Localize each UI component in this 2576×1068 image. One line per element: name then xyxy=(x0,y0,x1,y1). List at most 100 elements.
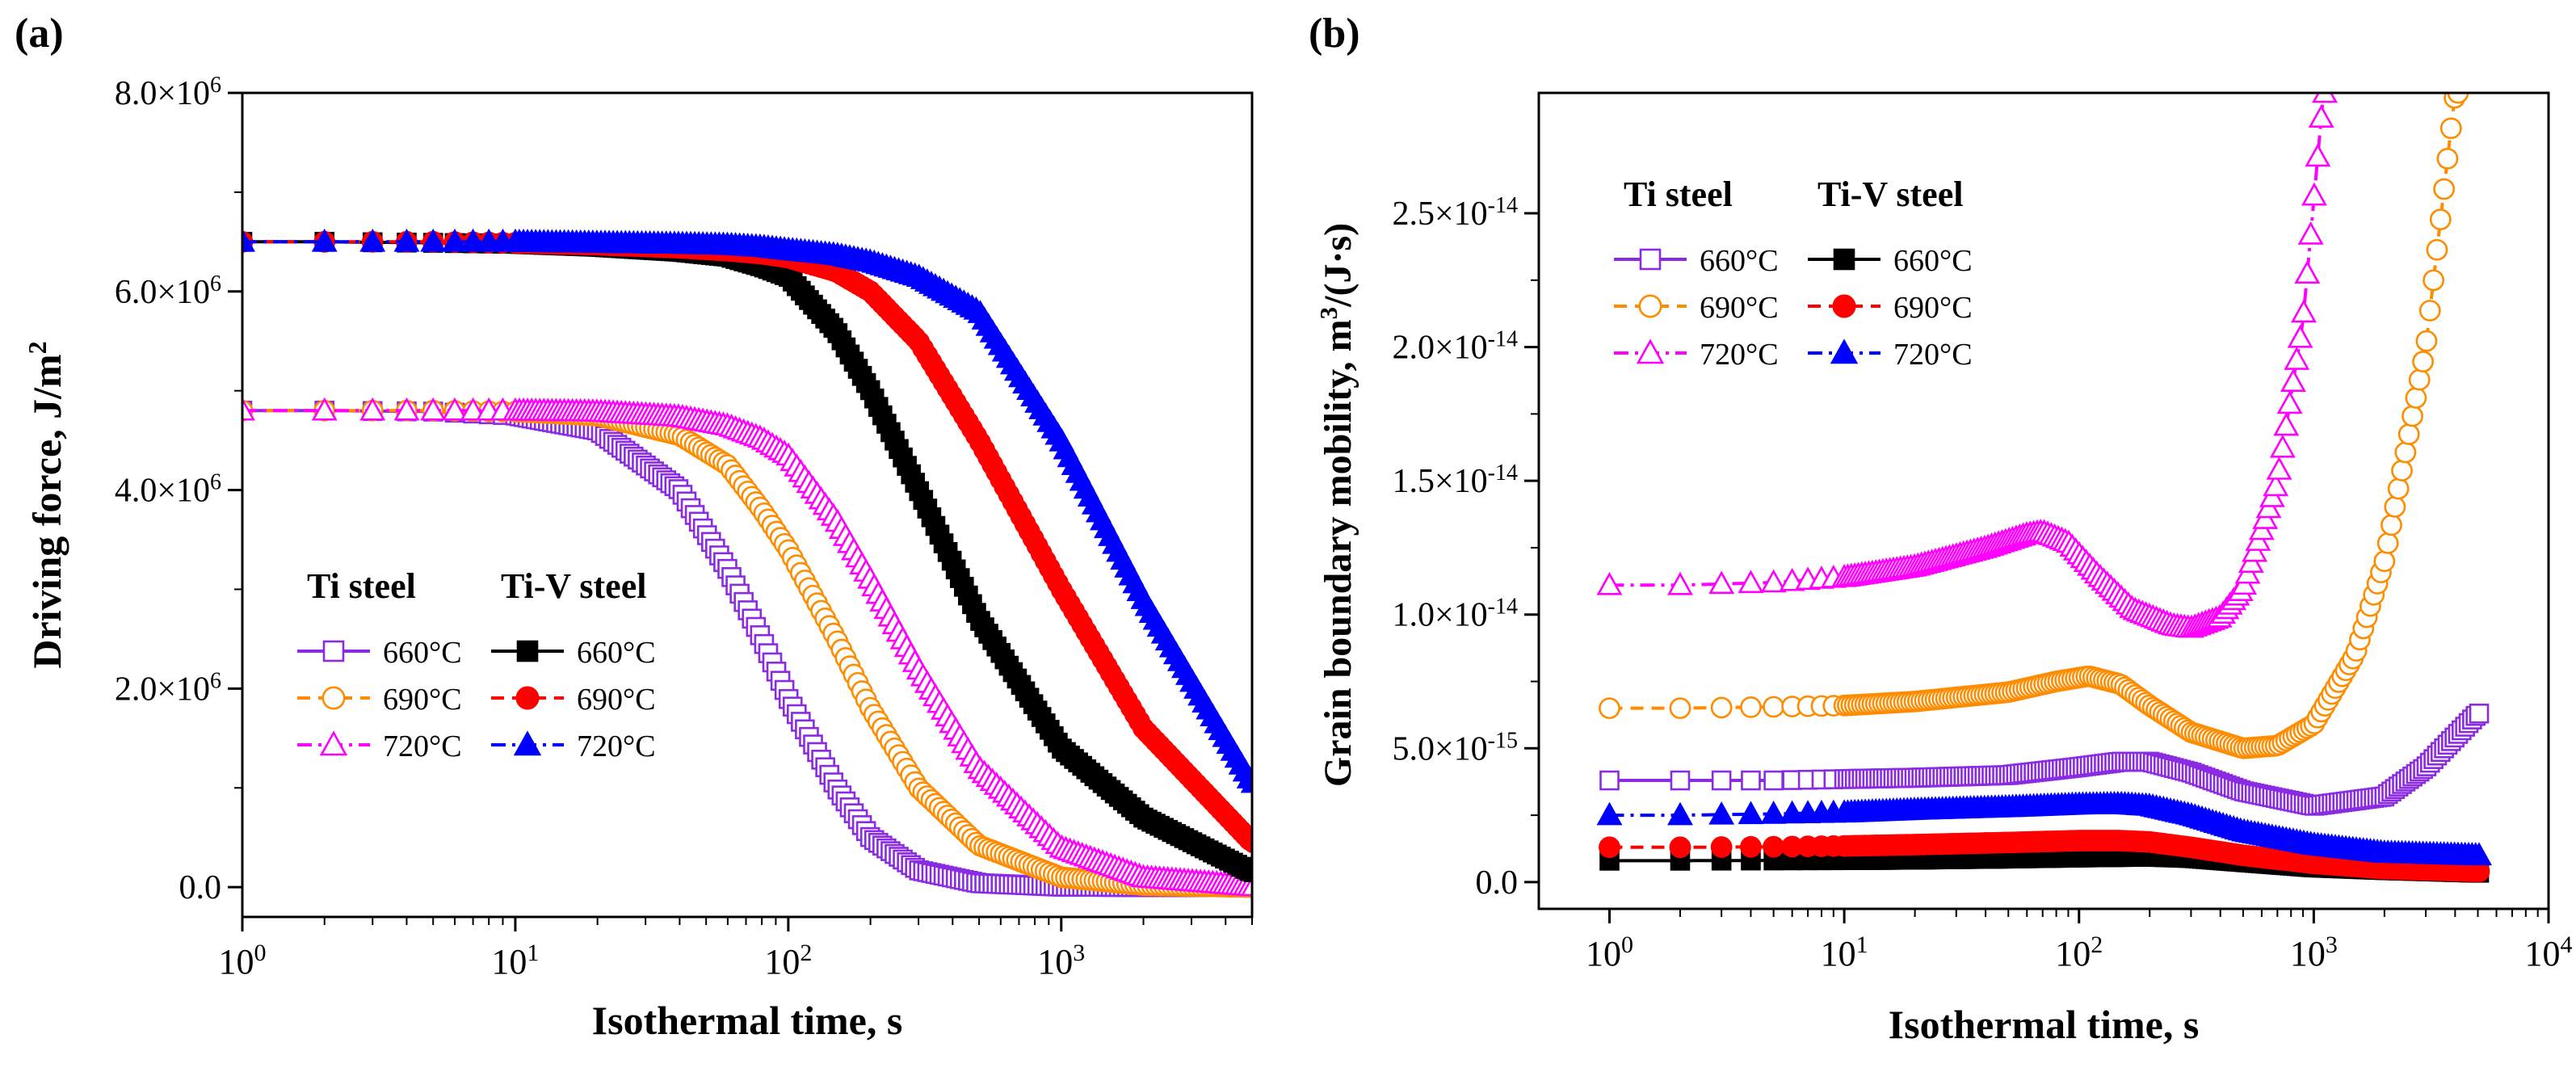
a-ytick-label-0: 0.0 xyxy=(179,869,222,906)
b-legend-marker-1 xyxy=(1638,294,1662,318)
panel-a-series xyxy=(242,228,1252,898)
a-ytick-label-1: 2.0×106 xyxy=(115,668,221,708)
a-series-5-marker-5 xyxy=(442,228,468,252)
panel-b-frame xyxy=(1537,91,2550,910)
a-series-2-marker-3 xyxy=(393,397,420,421)
a-series-5-marker-2 xyxy=(359,228,386,252)
b-series-0-marker-2 xyxy=(1711,770,1732,791)
b-legend-item-5: 720°C xyxy=(1808,338,1973,372)
a-series-5-marker-6 xyxy=(460,228,486,252)
a-legend-marker-1 xyxy=(321,686,346,710)
a-ytick-exp-4: 6 xyxy=(210,73,221,98)
b-xtick-label-3: 103 xyxy=(2290,931,2338,974)
b-legend-label-3: 660°C xyxy=(1893,244,1973,278)
b-series-1-marker-170 xyxy=(2397,423,2420,445)
a-legend-group-0: Ti steel xyxy=(307,566,416,606)
b-ytick-label-2: 1.0×10-14 xyxy=(1392,594,1518,634)
b-series-4-marker-2 xyxy=(1710,836,1733,858)
a-legend-label-2: 720°C xyxy=(383,730,462,763)
b-legend-group-0: Ti steel xyxy=(1624,174,1733,214)
a-series-5-marker-190 xyxy=(1240,772,1252,793)
b-series-1-marker-181 xyxy=(2436,147,2459,170)
a-ytick-text-4: 8.0×10 xyxy=(115,75,210,112)
panel-b-xlabel: Isothermal time, s xyxy=(1889,1002,2200,1047)
b-series-2-marker-136 xyxy=(2276,390,2303,414)
b-series-5-marker-5 xyxy=(1779,800,1805,824)
b-series-0 xyxy=(1599,703,2490,816)
b-series-2-marker-141 xyxy=(2294,260,2321,284)
a-xtick-base-3: 10 xyxy=(1037,942,1073,982)
b-series-1-marker-1 xyxy=(1669,697,1691,720)
b-series-1-marker-168 xyxy=(2391,460,2413,481)
a-xtick-label-1: 101 xyxy=(491,940,539,982)
a-legend-item-2: 720°C xyxy=(297,730,462,763)
panel-b-ylabel-tail: /(J·s) xyxy=(1317,223,1359,308)
b-series-4-marker-0 xyxy=(1599,836,1620,859)
b-legend-label-0: 660°C xyxy=(1700,244,1779,278)
a-legend-marker-3 xyxy=(516,640,539,662)
b-series-5 xyxy=(1596,790,2492,866)
b-series-1-marker-171 xyxy=(2402,405,2423,427)
a-series-2-marker-4 xyxy=(420,397,447,421)
a-series-3 xyxy=(242,232,1252,882)
b-series-1-marker-169 xyxy=(2394,441,2417,464)
panel-a-ylabel: Driving force, J/m2 xyxy=(23,341,69,668)
a-series-4-marker-190 xyxy=(1242,831,1252,854)
b-legend-marker-5 xyxy=(1830,338,1859,364)
panel-b: (b) 100 101 102 103 1040.05.0×10-151.0×10-14… xyxy=(1309,11,2573,1047)
b-series-1-marker-175 xyxy=(2415,330,2438,352)
a-ytick-label-3: 6.0×106 xyxy=(115,271,221,311)
a-legend-item-5: 720°C xyxy=(491,730,656,763)
b-series-2-marker-3 xyxy=(1738,570,1764,594)
a-legend-item-0: 660°C xyxy=(297,636,462,670)
b-series-2-marker-135 xyxy=(2273,412,2300,436)
b-xtick-label-0: 100 xyxy=(1586,931,1633,974)
b-xtick-label-4: 104 xyxy=(2525,931,2573,974)
a-legend-label-3: 660°C xyxy=(577,636,656,670)
panel-a-frame xyxy=(241,91,1254,919)
b-series-1-marker-182 xyxy=(2439,117,2462,140)
b-series-0-marker-4 xyxy=(1763,770,1784,791)
b-ytick-text-3: 1.5×10 xyxy=(1392,463,1487,500)
b-xtick-exp-0: 0 xyxy=(1621,931,1633,958)
b-series-0-marker-3 xyxy=(1741,770,1761,791)
b-series-2-marker-145 xyxy=(2308,104,2334,128)
a-ytick-label-2: 4.0×106 xyxy=(115,469,221,510)
panel-b-ticks: 100 101 102 103 1040.05.0×10-151.0×10-141.5×… xyxy=(1392,193,2572,973)
a-ytick-text-2: 4.0×10 xyxy=(115,473,210,510)
b-series-1-marker-2 xyxy=(1710,696,1733,719)
b-legend-label-2: 720°C xyxy=(1700,338,1779,372)
b-series-2-marker-1 xyxy=(1667,571,1693,595)
a-legend-marker-2 xyxy=(319,730,348,756)
a-series-2-marker-5 xyxy=(442,397,468,421)
b-series-1-marker-172 xyxy=(2405,387,2427,409)
a-series-5-marker-0 xyxy=(242,228,255,252)
a-series-2 xyxy=(242,397,1252,897)
b-xtick-base-0: 10 xyxy=(1586,934,1621,973)
b-ytick-label-4: 2.0×10-14 xyxy=(1392,326,1518,367)
panel-a-ylabel-sup: 2 xyxy=(23,341,52,354)
panel-b-ylabel-main: Grain boundary mobility, m xyxy=(1317,319,1359,787)
b-legend-item-4: 690°C xyxy=(1808,291,1973,325)
b-series-2-marker-144 xyxy=(2305,143,2331,167)
panel-b-ylabel: Grain boundary mobility, m3/(J·s) xyxy=(1314,223,1360,787)
a-legend-label-5: 720°C xyxy=(577,730,656,763)
b-legend-marker-0 xyxy=(1639,248,1662,271)
b-series-1-marker-177 xyxy=(2423,269,2444,292)
b-legend-marker-4 xyxy=(1832,294,1856,318)
b-series-1-marker-179 xyxy=(2429,208,2452,231)
b-series-5-marker-0 xyxy=(1596,801,1623,826)
b-xtick-base-2: 10 xyxy=(2055,934,2091,973)
b-series-1-marker-165 xyxy=(2381,514,2402,536)
b-series-1-line xyxy=(1609,93,2457,751)
b-series-2-marker-142 xyxy=(2297,221,2324,245)
b-series-1-marker-173 xyxy=(2408,368,2431,391)
a-xtick-exp-2: 2 xyxy=(800,940,812,966)
b-series-5-marker-4 xyxy=(1760,801,1787,824)
b-legend-item-3: 660°C xyxy=(1808,244,1973,278)
b-ytick-label-5: 2.5×10-14 xyxy=(1392,193,1518,233)
b-series-1-marker-178 xyxy=(2426,238,2448,261)
b-series-4 xyxy=(1599,830,2490,883)
b-series-2-marker-133 xyxy=(2266,456,2292,480)
